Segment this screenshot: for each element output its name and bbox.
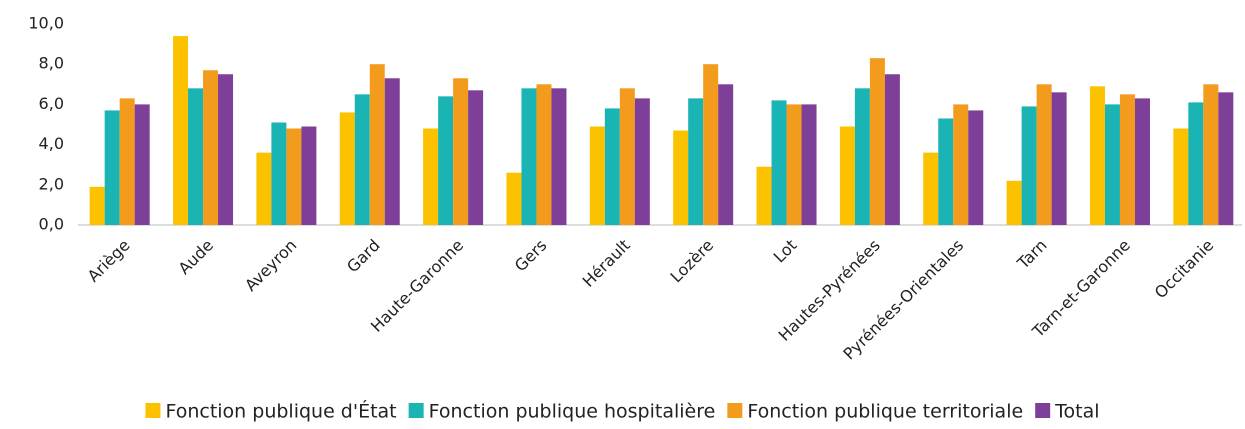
y-tick-label: 6,0 — [39, 94, 64, 113]
bar — [521, 88, 537, 225]
legend-swatch — [145, 403, 161, 418]
bar — [1188, 102, 1204, 225]
x-tick-label: Gard — [343, 236, 384, 277]
legend-swatch — [1035, 403, 1051, 418]
bar — [703, 64, 719, 225]
bar — [884, 74, 900, 225]
bar — [1006, 180, 1022, 225]
x-tick-label: Ariège — [84, 236, 134, 286]
bar — [619, 88, 635, 225]
bar — [354, 94, 370, 225]
y-tick-label: 4,0 — [39, 134, 64, 153]
bar — [854, 88, 870, 225]
bar — [756, 166, 772, 225]
y-tick-label: 0,0 — [39, 215, 64, 234]
bar — [771, 100, 787, 225]
bar — [218, 74, 234, 225]
bar — [1021, 106, 1037, 225]
legend-label: Fonction publique territoriale — [747, 401, 1023, 423]
bar — [173, 36, 189, 226]
bar — [203, 70, 219, 225]
bar — [1104, 104, 1120, 225]
bar — [968, 110, 984, 225]
bar — [1089, 86, 1105, 225]
bar — [718, 84, 734, 225]
bar — [286, 128, 302, 225]
bar — [1173, 128, 1189, 225]
bar — [938, 118, 954, 225]
bar — [468, 90, 484, 225]
bar — [256, 152, 272, 225]
bar — [839, 126, 855, 225]
bar — [423, 128, 439, 225]
x-tick-label: Tarn — [1013, 236, 1051, 274]
bar — [1051, 92, 1067, 225]
x-tick-label: Aude — [175, 236, 217, 278]
legend-label: Fonction publique d'État — [165, 400, 396, 423]
bar — [604, 108, 620, 225]
x-tick-label: Occitanie — [1151, 236, 1218, 303]
bar — [551, 88, 567, 225]
legend-swatch — [408, 403, 424, 418]
y-tick-label: 8,0 — [39, 54, 64, 73]
bar — [801, 104, 817, 225]
legend-label: Fonction publique hospitalière — [429, 401, 716, 423]
bar — [384, 78, 400, 226]
bar — [369, 64, 385, 225]
bar — [1119, 94, 1135, 225]
y-tick-label: 10,0 — [28, 14, 64, 33]
bar — [589, 126, 605, 225]
bar — [536, 84, 552, 225]
bar — [1218, 92, 1234, 225]
legend-label: Total — [1054, 401, 1099, 423]
x-tick-label: Lot — [770, 236, 801, 267]
bar — [506, 172, 522, 225]
legend-swatch — [727, 403, 743, 418]
x-tick-label: Lozère — [666, 236, 717, 287]
bar — [673, 130, 689, 225]
bar — [923, 152, 939, 225]
bar — [688, 98, 704, 225]
bar — [1036, 84, 1052, 225]
bar — [271, 122, 287, 225]
y-tick-label: 2,0 — [39, 174, 64, 193]
x-tick-label: Hérault — [579, 236, 634, 291]
bar — [869, 58, 885, 225]
bar — [188, 88, 204, 225]
x-tick-label: Gers — [511, 236, 551, 276]
x-tick-label: Aveyron — [241, 236, 300, 295]
bar — [134, 104, 150, 225]
bar — [634, 98, 650, 225]
bar — [453, 78, 469, 226]
bar — [1203, 84, 1219, 225]
bar — [301, 126, 317, 225]
bar — [89, 186, 105, 225]
bar — [104, 110, 120, 225]
bar — [786, 104, 802, 225]
bar — [339, 112, 355, 225]
bar — [953, 104, 969, 225]
bar — [438, 96, 454, 225]
bar — [119, 98, 135, 225]
bar — [1134, 98, 1150, 225]
